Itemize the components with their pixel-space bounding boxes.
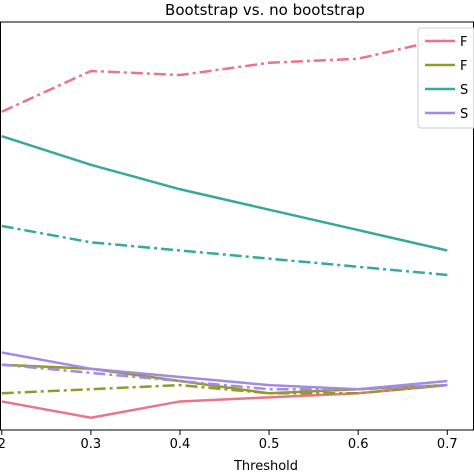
legend-label: S	[460, 83, 468, 98]
series-line	[1, 135, 448, 252]
legend-label: S	[460, 107, 468, 122]
x-axis-label: Threshold	[233, 459, 298, 474]
legend-label: F	[460, 35, 467, 50]
legend-label: F	[460, 59, 467, 74]
chart-title: Bootstrap vs. no bootstrap	[165, 1, 365, 19]
x-tick-label: 0.6	[348, 437, 369, 452]
series-line	[1, 383, 448, 395]
x-tick-label: 0.4	[170, 437, 191, 452]
legend-box	[417, 27, 474, 129]
x-tick-label: 2	[0, 437, 6, 452]
series-line	[1, 363, 448, 391]
x-tick-label: 0.5	[259, 437, 280, 452]
series-line	[1, 37, 448, 113]
series-line	[1, 351, 448, 391]
x-tick-label: 0.7	[437, 437, 458, 452]
series-line	[1, 224, 448, 277]
x-tick-label: 0.3	[81, 437, 102, 452]
